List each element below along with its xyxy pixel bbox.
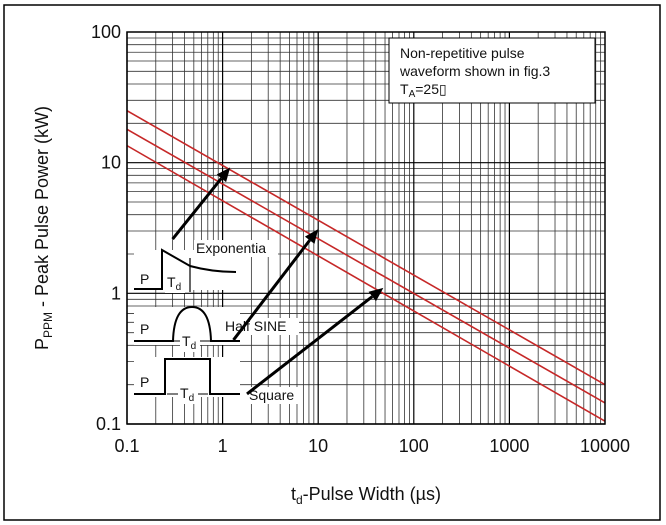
x-tick-label: 1000 — [489, 436, 529, 456]
annotation-temperature: TA=25▯ — [400, 81, 447, 100]
waveform-label: Half SINE — [225, 318, 286, 334]
x-tick-label: 0.1 — [114, 436, 139, 456]
td-label-bg — [165, 275, 185, 293]
td-label: Td — [182, 333, 196, 352]
waveform-trace — [134, 358, 240, 395]
waveform-exponential: P Td Exponentia — [134, 240, 278, 293]
waveform-label: Square — [249, 387, 294, 403]
arrow-shaft-3 — [246, 295, 374, 396]
waveform-square: P Td Square — [134, 357, 299, 404]
arrow-shaft-2 — [232, 239, 311, 341]
x-tick-label: 10000 — [580, 436, 630, 456]
plot-border — [126, 31, 606, 425]
td-label: Td — [180, 385, 194, 404]
y-tick-label: 1 — [111, 283, 121, 303]
series-line-2 — [126, 128, 606, 404]
arrow-head-3 — [368, 287, 384, 302]
y-tick-labels: 0.1 1 10 100 — [91, 22, 121, 434]
p-label-bg — [138, 375, 152, 390]
annotation-line-1: Non-repetitive pulse — [400, 45, 525, 61]
arrow-layer — [171, 167, 384, 396]
p-label-bg — [138, 322, 152, 337]
x-tick-label: 1 — [218, 436, 228, 456]
annotation-box: Non-repetitive pulse waveform shown in f… — [388, 37, 596, 104]
series-line-3 — [126, 144, 606, 422]
y-tick-label: 100 — [91, 22, 121, 42]
y-tick-label: 0.1 — [96, 414, 121, 434]
p-label: P — [140, 321, 149, 337]
arrow-head-1 — [216, 167, 231, 183]
arrow-shaft-1 — [171, 177, 223, 241]
waveform-label-bg — [247, 387, 299, 404]
waveform-trace — [134, 305, 240, 342]
x-tick-label: 10 — [308, 436, 328, 456]
x-axis-title: td-Pulse Width (µs) — [291, 484, 441, 507]
series-line-1 — [126, 109, 606, 386]
arrow-head-2 — [304, 229, 319, 244]
waveform-label-bg — [194, 240, 278, 257]
td-label: Td — [167, 274, 181, 293]
x-tick-labels: 0.1 1 10 100 1000 10000 — [114, 436, 630, 456]
td-label-bg — [180, 334, 200, 352]
annotation-line-2: waveform shown in fig.3 — [399, 63, 550, 79]
x-tick-label: 100 — [399, 436, 429, 456]
waveform-layer: P Td Exponentia P Td Half SINE P Td Square — [134, 240, 299, 404]
waveform-label: Exponentia — [196, 240, 266, 256]
td-label-bg — [178, 386, 198, 404]
y-tick-label: 10 — [101, 153, 121, 173]
p-label: P — [140, 374, 149, 390]
series-layer — [126, 109, 606, 422]
p-label-bg — [138, 272, 152, 287]
y-axis-title: PPPM - Peak Pulse Power (kW) — [32, 106, 55, 350]
p-label: P — [140, 271, 149, 287]
